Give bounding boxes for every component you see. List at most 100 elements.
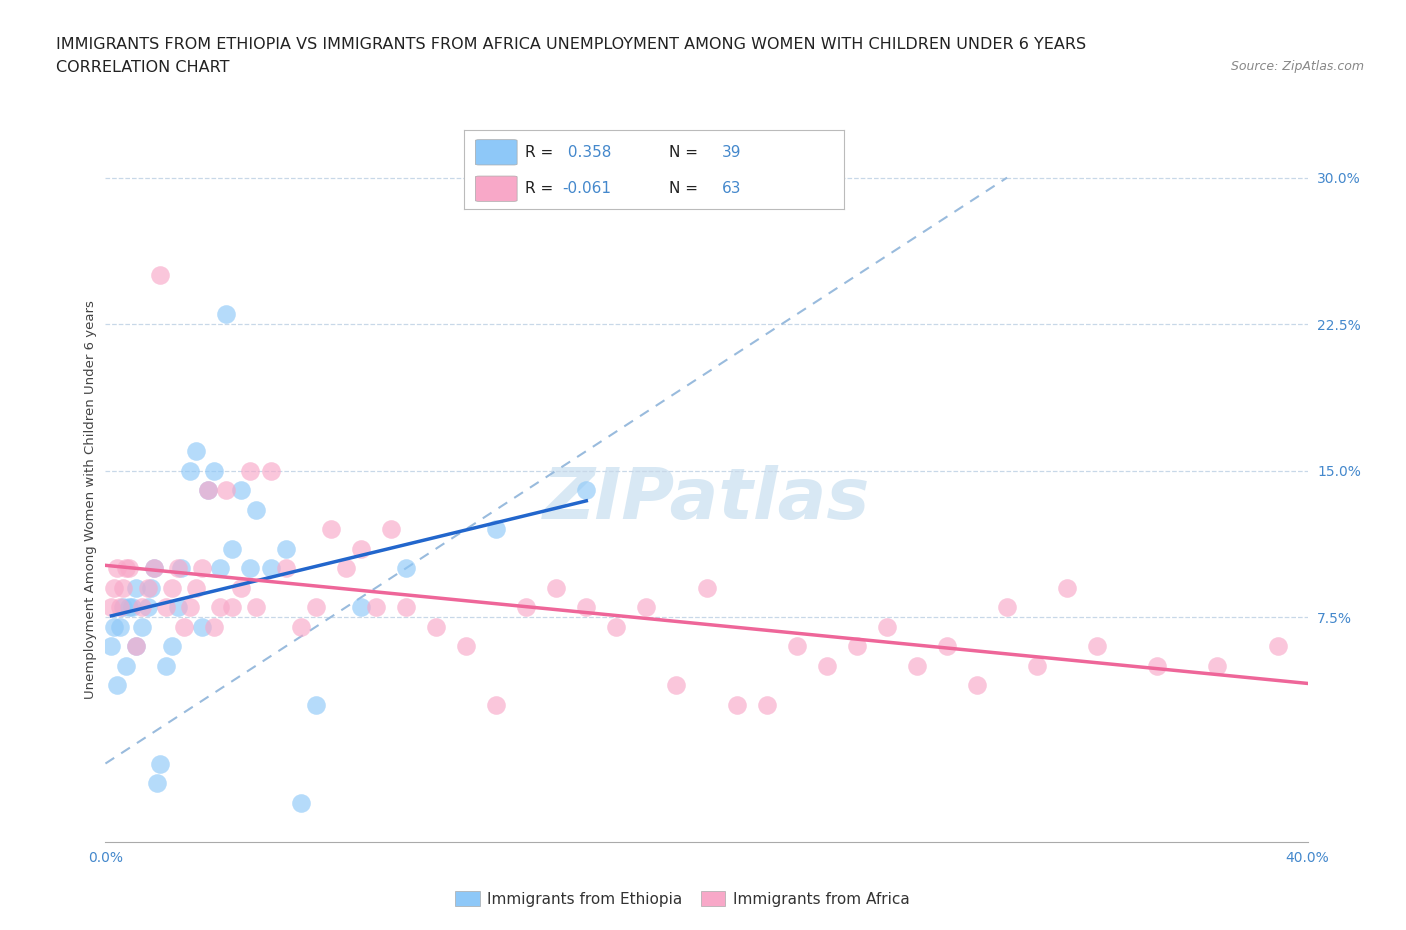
Point — [184, 444, 207, 458]
Point — [124, 580, 146, 595]
Point — [136, 580, 159, 595]
Point — [173, 619, 195, 634]
Point — [160, 639, 183, 654]
Text: IMMIGRANTS FROM ETHIOPIA VS IMMIGRANTS FROM AFRICA UNEMPLOYMENT AMONG WOMEN WITH: IMMIGRANTS FROM ETHIOPIA VS IMMIGRANTS F… — [56, 37, 1087, 52]
Point — [845, 639, 868, 654]
Point — [274, 561, 297, 576]
Point — [290, 619, 312, 634]
Point — [142, 561, 165, 576]
Point — [142, 561, 165, 576]
Point — [112, 580, 135, 595]
Point — [239, 463, 262, 478]
Point — [121, 600, 143, 615]
Point — [515, 600, 537, 615]
Text: N =: N = — [669, 181, 703, 196]
Point — [115, 658, 138, 673]
Point — [139, 580, 162, 595]
Point — [245, 600, 267, 615]
Point — [966, 678, 988, 693]
Point — [260, 561, 283, 576]
Point — [786, 639, 808, 654]
Text: CORRELATION CHART: CORRELATION CHART — [56, 60, 229, 75]
Point — [208, 600, 231, 615]
Point — [350, 600, 373, 615]
Point — [115, 561, 138, 576]
Point — [197, 483, 219, 498]
Point — [155, 600, 177, 615]
Point — [148, 756, 170, 771]
Point — [395, 561, 418, 576]
Point — [546, 580, 568, 595]
Point — [214, 307, 236, 322]
Point — [229, 580, 252, 595]
Point — [190, 619, 212, 634]
Point — [605, 619, 627, 634]
Point — [575, 600, 598, 615]
Point — [815, 658, 838, 673]
Point — [118, 561, 141, 576]
Point — [319, 522, 342, 537]
FancyBboxPatch shape — [475, 140, 517, 165]
Point — [665, 678, 688, 693]
Point — [190, 561, 212, 576]
Point — [221, 600, 243, 615]
Text: R =: R = — [524, 145, 558, 160]
Point — [696, 580, 718, 595]
Point — [290, 795, 312, 810]
Point — [145, 776, 167, 790]
FancyBboxPatch shape — [475, 176, 517, 202]
Text: N =: N = — [669, 145, 703, 160]
Point — [202, 463, 225, 478]
Point — [124, 639, 146, 654]
Point — [229, 483, 252, 498]
Text: 39: 39 — [723, 145, 741, 160]
Point — [936, 639, 959, 654]
Point — [100, 600, 122, 615]
Point — [131, 619, 153, 634]
Point — [103, 580, 125, 595]
Point — [350, 541, 373, 556]
Point — [395, 600, 418, 615]
Point — [118, 600, 141, 615]
Point — [575, 483, 598, 498]
Point — [755, 698, 778, 712]
Point — [208, 561, 231, 576]
Point — [364, 600, 387, 615]
Point — [1026, 658, 1049, 673]
Point — [112, 600, 135, 615]
Point — [179, 463, 201, 478]
Point — [260, 463, 283, 478]
Point — [485, 522, 508, 537]
Point — [107, 561, 129, 576]
Point — [725, 698, 748, 712]
Point — [485, 698, 508, 712]
Point — [335, 561, 357, 576]
Text: ZIPatlas: ZIPatlas — [543, 465, 870, 535]
Point — [454, 639, 477, 654]
Point — [905, 658, 928, 673]
Point — [166, 561, 188, 576]
Point — [100, 639, 122, 654]
Legend: Immigrants from Ethiopia, Immigrants from Africa: Immigrants from Ethiopia, Immigrants fro… — [449, 884, 915, 912]
Point — [110, 600, 132, 615]
Text: 0.358: 0.358 — [562, 145, 612, 160]
Text: 63: 63 — [723, 181, 741, 196]
Point — [131, 600, 153, 615]
Point — [1206, 658, 1229, 673]
Point — [425, 619, 447, 634]
Point — [274, 541, 297, 556]
Text: Source: ZipAtlas.com: Source: ZipAtlas.com — [1230, 60, 1364, 73]
Point — [148, 268, 170, 283]
Point — [305, 698, 328, 712]
Point — [1085, 639, 1108, 654]
Point — [107, 678, 129, 693]
Point — [245, 502, 267, 517]
Point — [197, 483, 219, 498]
Point — [1146, 658, 1168, 673]
Point — [166, 600, 188, 615]
Point — [1267, 639, 1289, 654]
Text: R =: R = — [524, 181, 558, 196]
Point — [636, 600, 658, 615]
Point — [239, 561, 262, 576]
Point — [184, 580, 207, 595]
